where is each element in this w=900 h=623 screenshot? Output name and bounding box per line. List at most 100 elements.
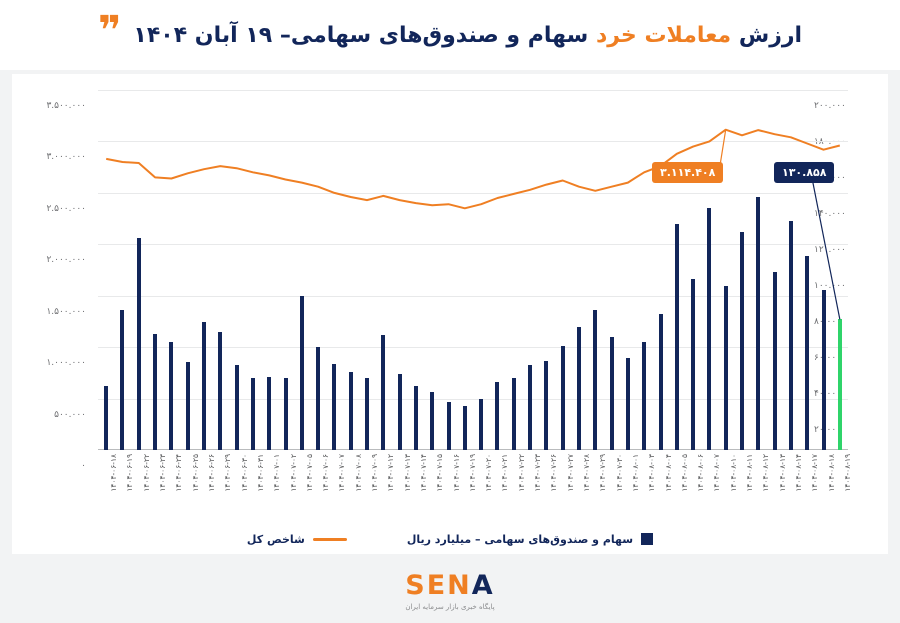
bar <box>821 289 826 450</box>
x-tick-label: ۱۴۰۴-۰۷-۰۲ <box>288 454 298 492</box>
bar <box>446 401 451 450</box>
title-highlight: معاملات خرد <box>595 22 732 48</box>
chart-card: ۰ ۵۰۰.۰۰۰ ۱.۰۰۰.۰۰۰ ۱.۵۰۰.۰۰۰ ۲.۰۰۰.۰۰۰ ۲.۵۰۰… <box>12 74 888 554</box>
x-tick-label: ۱۴۰۴-۰۸-۱۱ <box>745 454 755 492</box>
x-tick-label: ۱۴۰۴-۰۸-۰۱ <box>630 454 640 492</box>
bar <box>609 336 614 450</box>
bar <box>267 376 272 450</box>
bar <box>495 382 500 450</box>
bar <box>479 398 484 450</box>
bar-value-callout: ۱۳۰.۸۵۸ <box>774 162 835 183</box>
x-tick-label: ۱۴۰۴-۰۸-۱۴ <box>793 454 803 492</box>
bar <box>788 220 793 450</box>
bar <box>120 310 125 450</box>
x-tick-label: ۱۴۰۴-۰۷-۱۶ <box>451 454 461 492</box>
gridline <box>98 192 848 194</box>
y-right-tick: ۸۰.۰۰۰ <box>814 317 842 327</box>
legend-line-label: شاخص کل <box>246 532 305 546</box>
y-left-tick: ۳.۵۰۰.۰۰۰ <box>46 101 86 111</box>
x-tick-label: ۱۴۰۴-۰۷-۰۵ <box>304 454 314 492</box>
legend-bar-label: سهام و صندوق‌های سهامی – میلیارد ریال <box>406 532 634 546</box>
bar <box>544 360 549 450</box>
x-tick-label: ۱۴۰۴-۰۶-۳۱ <box>255 454 265 492</box>
y-left-tick: ۵۰۰.۰۰۰ <box>54 409 86 420</box>
plot-area <box>98 90 848 450</box>
x-tick-label: ۱۴۰۴-۰۷-۲۸ <box>581 454 591 492</box>
header: ارزش معاملات خرد سهام و صندوق‌های سهامی–… <box>0 0 900 70</box>
x-tick-label: ۱۴۰۴-۰۶-۲۵ <box>190 454 200 492</box>
bar <box>674 223 679 450</box>
x-tick-label: ۱۴۰۴-۰۸-۰۶ <box>696 454 706 492</box>
y-left-tick: ۳.۰۰۰.۰۰۰ <box>46 152 86 163</box>
x-tick-label: ۱۴۰۴-۰۷-۲۲ <box>516 454 526 492</box>
bar <box>397 373 402 450</box>
sena-logo: SENA <box>405 570 494 601</box>
x-tick-label: ۱۴۰۴-۰۷-۱۵ <box>435 454 445 492</box>
bar <box>576 326 581 450</box>
x-tick-label: ۱۴۰۴-۰۷-۱۳ <box>402 454 412 492</box>
x-tick-label: ۱۴۰۴-۰۷-۰۱ <box>272 454 282 492</box>
bar <box>462 405 467 450</box>
x-tick-label: ۱۴۰۴-۰۶-۲۴ <box>174 454 184 492</box>
x-axis-line <box>98 449 848 450</box>
x-tick-label: ۱۴۰۴-۰۶-۱۹ <box>125 454 135 492</box>
bar <box>511 378 516 450</box>
y-right-tick: ۲۰.۰۰۰ <box>814 425 842 435</box>
y-right-tick: ۶۰.۰۰۰ <box>814 353 842 363</box>
legend-bar-swatch <box>641 533 654 545</box>
x-tick-label: ۱۴۰۴-۰۸-۰۳ <box>647 454 657 492</box>
x-tick-label: ۱۴۰۴-۰۷-۲۶ <box>549 454 559 492</box>
bar <box>283 378 288 450</box>
y-left-tick: ۲.۵۰۰.۰۰۰ <box>46 203 86 214</box>
legend: سهام و صندوق‌های سهامی – میلیارد ریال شا… <box>12 526 888 552</box>
y-axis-left: ۰ ۵۰۰.۰۰۰ ۱.۰۰۰.۰۰۰ ۱.۵۰۰.۰۰۰ ۲.۰۰۰.۰۰۰ ۲.۵۰۰… <box>12 90 92 471</box>
x-tick-label: ۱۴۰۴-۰۷-۲۹ <box>598 454 608 492</box>
x-tick-label: ۱۴۰۴-۰۷-۲۷ <box>565 454 575 492</box>
bar <box>104 386 109 450</box>
x-tick-label: ۱۴۰۴-۰۶-۲۹ <box>223 454 233 492</box>
bar <box>136 238 141 450</box>
bar <box>642 342 647 450</box>
y-left-tick: ۱.۰۰۰.۰۰۰ <box>46 358 86 369</box>
y-right-tick: ۴۰.۰۰۰ <box>814 389 842 399</box>
bar <box>316 347 321 450</box>
logo-a: A <box>471 570 495 601</box>
x-tick-label: ۱۴۰۴-۰۶-۱۸ <box>109 454 119 492</box>
bar <box>381 334 386 450</box>
bar <box>299 295 304 450</box>
title-rest: سهام و صندوق‌های سهامی– ۱۹ آبان ۱۴۰۴ <box>133 22 596 48</box>
bar <box>528 364 533 450</box>
x-tick-label: ۱۴۰۴-۰۷-۱۴ <box>418 454 428 492</box>
bar <box>430 392 435 450</box>
bar <box>740 231 745 450</box>
x-tick-label: ۱۴۰۴-۰۷-۰۸ <box>353 454 363 492</box>
bar <box>201 322 206 450</box>
gridline <box>98 90 848 91</box>
bar <box>332 363 337 450</box>
bar <box>185 361 190 450</box>
line-value-callout: ۳.۱۱۴.۴۰۸ <box>652 162 724 183</box>
quote-icon: ❞ <box>97 8 122 54</box>
x-tick-label: ۱۴۰۴-۰۷-۲۳ <box>533 454 543 492</box>
x-tick-label: ۱۴۰۴-۰۸-۱۰ <box>728 454 738 492</box>
page-title: ارزش معاملات خرد سهام و صندوق‌های سهامی–… <box>133 23 802 48</box>
title-prefix: ارزش <box>731 22 803 48</box>
bar <box>250 378 255 450</box>
bar <box>772 272 777 450</box>
x-tick-label: ۱۴۰۴-۰۷-۰۶ <box>321 454 331 492</box>
x-tick-label: ۱۴۰۴-۰۸-۱۲ <box>761 454 771 492</box>
bar <box>234 364 239 450</box>
bar <box>560 346 565 450</box>
x-axis-labels: ۱۴۰۴-۰۶-۱۸ ۱۴۰۴-۰۶-۱۹ ۱۴۰۴-۰۶-۲۲ ۱۴۰۴-۰۶-۲۳… <box>98 454 852 524</box>
x-tick-label: ۱۴۰۴-۰۸-۱۹ <box>842 454 852 492</box>
x-tick-label: ۱۴۰۴-۰۸-۱۸ <box>826 454 836 492</box>
bar <box>625 358 630 450</box>
x-tick-label: ۱۴۰۴-۰۸-۰۵ <box>679 454 689 492</box>
logo-sen: SEN <box>405 570 472 601</box>
x-tick-label: ۱۴۰۴-۰۸-۰۷ <box>712 454 722 492</box>
gridline <box>98 244 848 246</box>
y-left-tick: ۱.۵۰۰.۰۰۰ <box>46 306 86 317</box>
x-tick-label: ۱۴۰۴-۰۷-۲۱ <box>500 454 510 492</box>
x-tick-label: ۱۴۰۴-۰۶-۲۶ <box>206 454 216 492</box>
